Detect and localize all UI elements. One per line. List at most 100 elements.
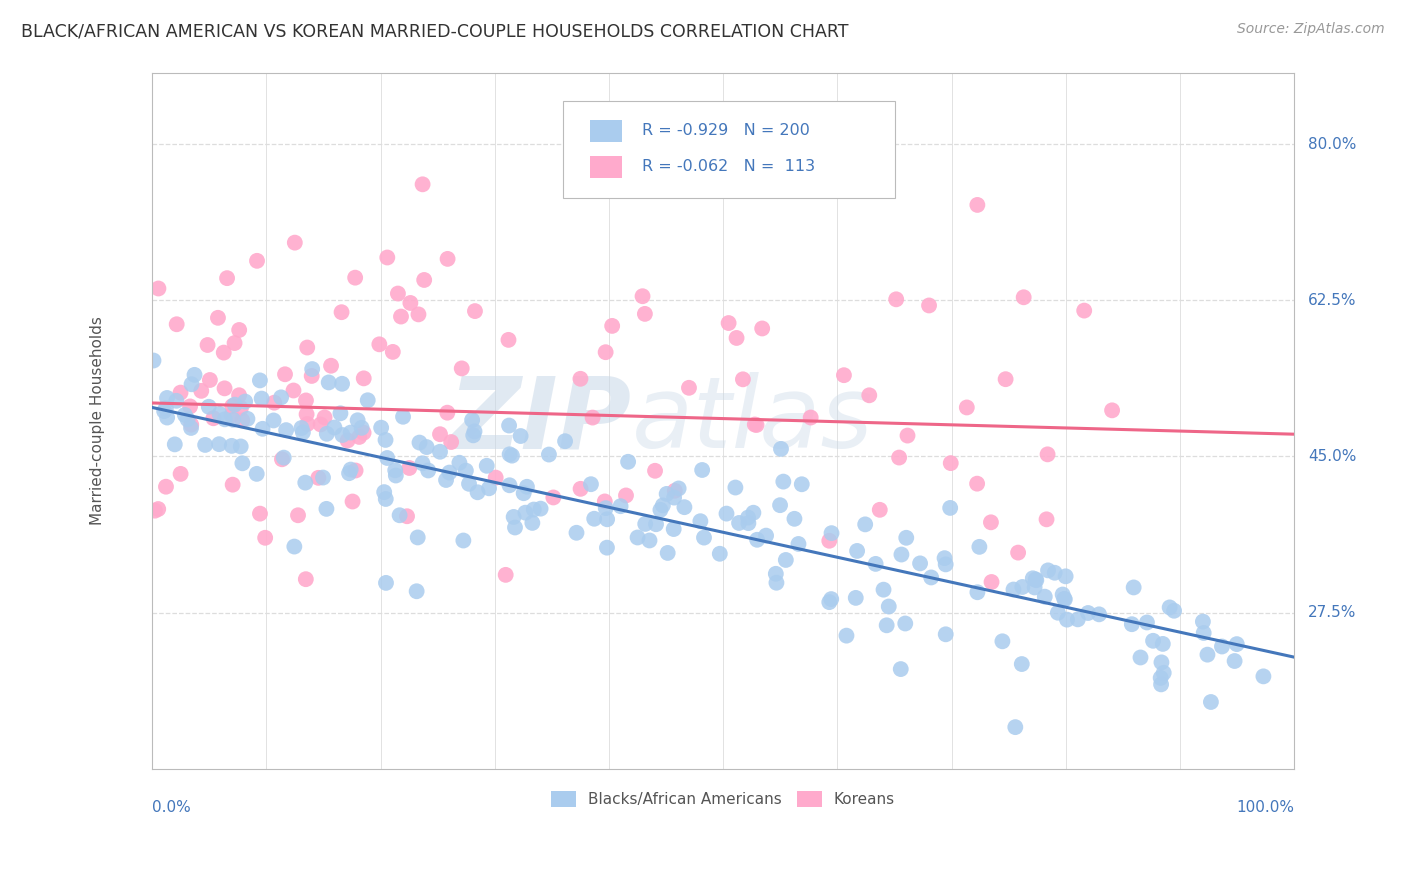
Point bbox=[319, 359, 342, 373]
Point bbox=[398, 461, 420, 475]
Point bbox=[339, 425, 361, 440]
Point bbox=[297, 417, 319, 431]
Point bbox=[347, 430, 370, 444]
Point bbox=[180, 377, 202, 392]
Point bbox=[485, 470, 508, 484]
Point bbox=[1136, 615, 1159, 630]
Point bbox=[1211, 640, 1233, 654]
Point bbox=[1035, 512, 1057, 526]
Point bbox=[330, 305, 353, 319]
Point bbox=[751, 321, 773, 335]
Point bbox=[980, 574, 1002, 589]
Point bbox=[818, 595, 841, 609]
Point bbox=[291, 425, 314, 440]
Point bbox=[876, 618, 898, 632]
Point bbox=[254, 531, 277, 545]
Point bbox=[600, 318, 623, 333]
Point bbox=[387, 286, 409, 301]
Point bbox=[228, 388, 250, 402]
Point bbox=[820, 526, 842, 541]
Point bbox=[408, 307, 430, 321]
Point bbox=[832, 368, 855, 383]
Point bbox=[198, 373, 221, 387]
Point bbox=[221, 477, 243, 491]
Point bbox=[418, 463, 440, 477]
Point bbox=[1223, 654, 1246, 668]
Point bbox=[655, 487, 678, 501]
Point bbox=[991, 634, 1014, 648]
Point bbox=[537, 448, 560, 462]
Point bbox=[318, 376, 340, 390]
Point bbox=[1033, 590, 1056, 604]
Point bbox=[353, 371, 375, 385]
Text: atlas: atlas bbox=[631, 372, 873, 469]
Point bbox=[374, 433, 396, 447]
Point bbox=[221, 399, 243, 413]
Point bbox=[1012, 290, 1035, 304]
Point bbox=[221, 409, 243, 423]
Point bbox=[498, 418, 520, 433]
Point bbox=[498, 333, 520, 347]
Point bbox=[887, 450, 910, 465]
Point bbox=[388, 508, 411, 523]
Point bbox=[176, 412, 198, 426]
Point bbox=[217, 271, 239, 285]
Point bbox=[650, 503, 672, 517]
Point bbox=[969, 540, 991, 554]
Point bbox=[214, 381, 236, 395]
Text: Source: ZipAtlas.com: Source: ZipAtlas.com bbox=[1237, 22, 1385, 37]
Point bbox=[271, 452, 294, 467]
Point bbox=[1150, 677, 1173, 691]
Point bbox=[569, 482, 592, 496]
Point bbox=[156, 391, 179, 405]
Point bbox=[263, 395, 285, 409]
Point bbox=[214, 412, 236, 426]
Point bbox=[920, 570, 942, 584]
Point bbox=[1077, 606, 1099, 620]
Point bbox=[845, 591, 868, 605]
Point bbox=[231, 456, 253, 470]
Text: R = -0.062   N =  113: R = -0.062 N = 113 bbox=[643, 160, 815, 175]
Text: 100.0%: 100.0% bbox=[1236, 800, 1295, 815]
Point bbox=[249, 373, 271, 387]
Point bbox=[744, 417, 766, 432]
Point bbox=[869, 503, 891, 517]
Point bbox=[614, 488, 637, 502]
Point bbox=[283, 384, 305, 398]
Point bbox=[934, 551, 956, 566]
Point bbox=[1150, 671, 1173, 685]
Point bbox=[725, 331, 748, 345]
Point bbox=[295, 393, 318, 408]
Point bbox=[678, 381, 700, 395]
Point bbox=[375, 450, 398, 465]
Point bbox=[415, 440, 437, 454]
Point bbox=[645, 517, 668, 532]
Point bbox=[1226, 637, 1249, 651]
Point bbox=[765, 566, 787, 581]
Point bbox=[375, 575, 398, 590]
Point bbox=[747, 533, 769, 547]
Point bbox=[772, 475, 794, 489]
Point bbox=[1022, 571, 1045, 585]
Point bbox=[966, 585, 988, 599]
Point bbox=[1197, 648, 1219, 662]
Point bbox=[155, 480, 177, 494]
Point bbox=[180, 417, 202, 432]
Point bbox=[1192, 626, 1215, 640]
Point bbox=[464, 304, 486, 318]
Point bbox=[966, 198, 988, 212]
Point bbox=[516, 480, 538, 494]
Point bbox=[336, 434, 359, 448]
Point bbox=[344, 463, 367, 477]
Point bbox=[769, 442, 792, 456]
Point bbox=[315, 501, 337, 516]
Point bbox=[872, 582, 894, 597]
Point bbox=[475, 458, 498, 473]
Point bbox=[197, 338, 219, 352]
Point bbox=[202, 411, 225, 425]
Point bbox=[1052, 587, 1074, 601]
Point bbox=[662, 491, 685, 505]
Point bbox=[1150, 656, 1173, 670]
Point bbox=[638, 533, 661, 548]
Point bbox=[980, 516, 1002, 530]
